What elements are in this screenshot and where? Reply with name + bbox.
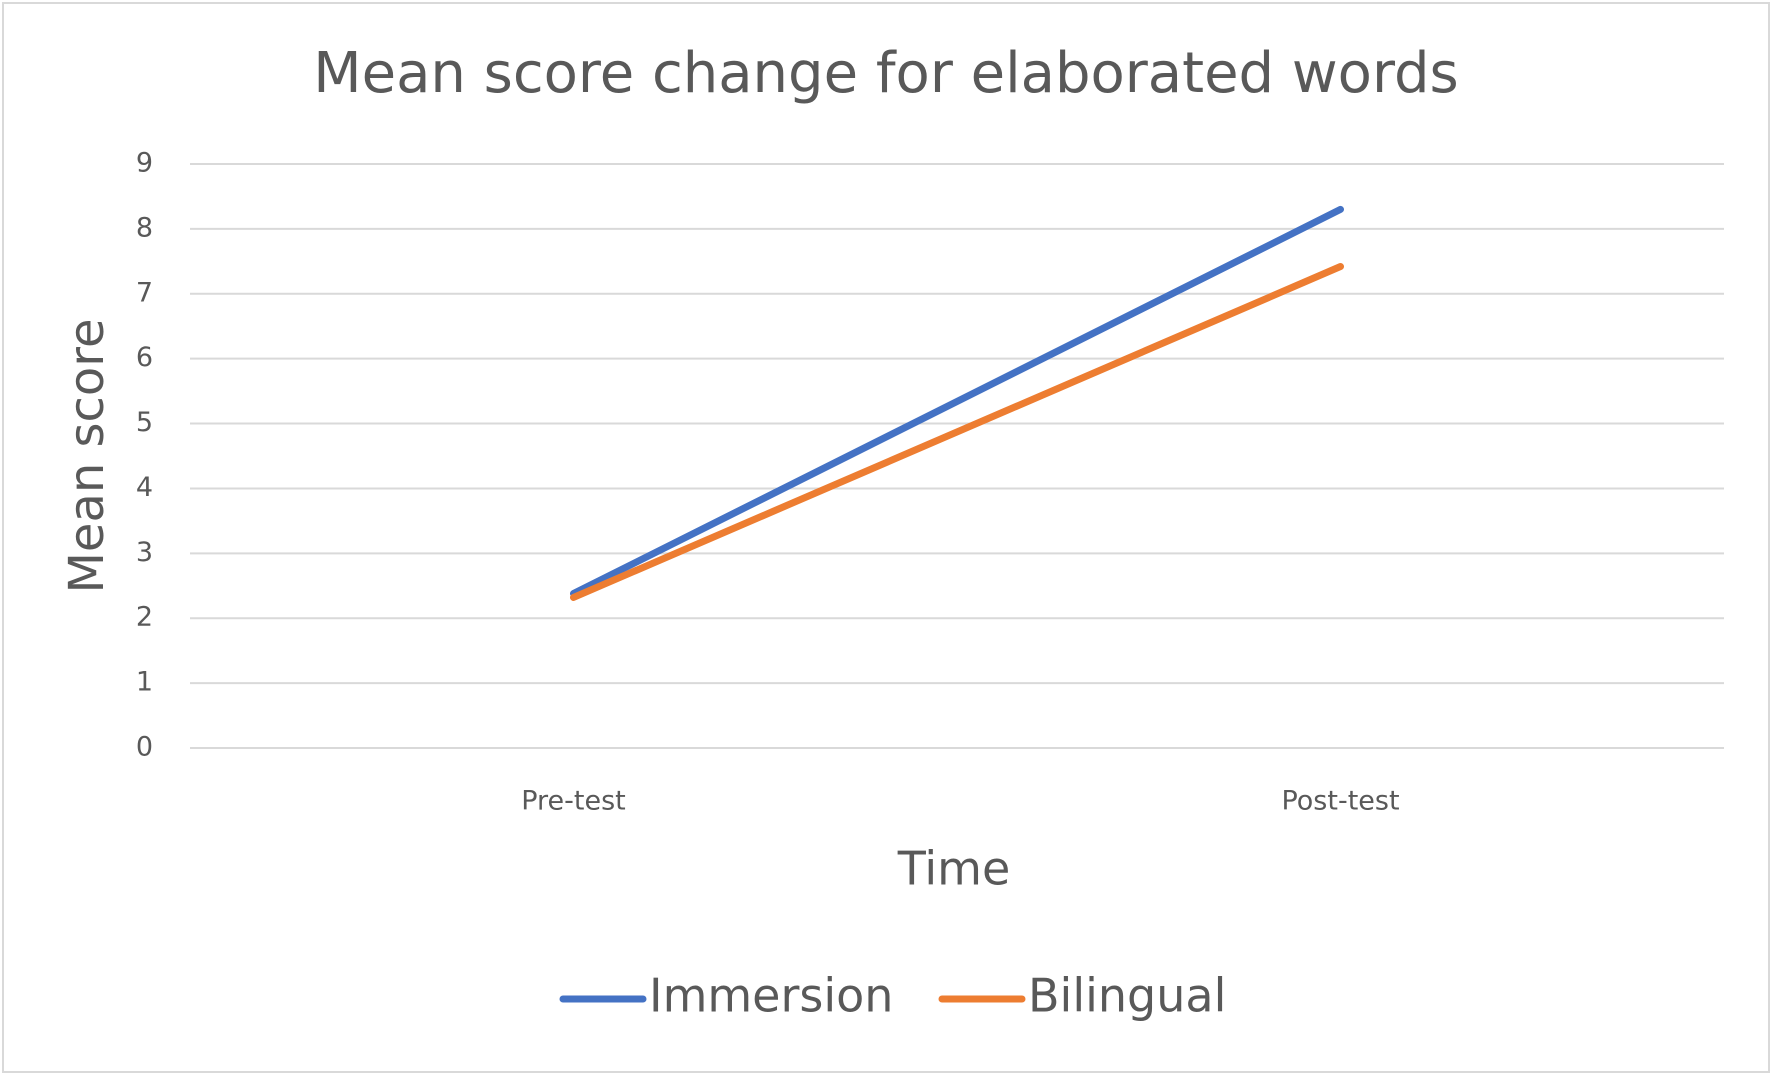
y-tick-label: 9 bbox=[136, 148, 153, 179]
legend-label: Bilingual bbox=[1028, 969, 1226, 1023]
y-tick-label: 0 bbox=[136, 732, 153, 763]
y-axis-label: Mean score bbox=[59, 318, 115, 593]
y-tick-label: 4 bbox=[136, 472, 153, 503]
x-tick-label: Pre-test bbox=[521, 786, 626, 817]
y-tick-label: 2 bbox=[136, 602, 153, 633]
x-tick-label: Post-test bbox=[1281, 786, 1399, 817]
series-line bbox=[570, 263, 1344, 601]
y-tick-label: 8 bbox=[136, 212, 153, 243]
legend-label: Immersion bbox=[649, 969, 893, 1023]
y-tick-label: 3 bbox=[136, 537, 153, 568]
y-tick-label: 5 bbox=[136, 407, 153, 438]
chart-title: Mean score change for elaborated words bbox=[313, 41, 1458, 106]
series-line bbox=[570, 205, 1344, 598]
y-tick-label: 6 bbox=[136, 342, 153, 373]
y-tick-label: 1 bbox=[136, 667, 153, 698]
x-axis-label: Time bbox=[897, 842, 1011, 896]
y-tick-label: 7 bbox=[136, 277, 153, 308]
